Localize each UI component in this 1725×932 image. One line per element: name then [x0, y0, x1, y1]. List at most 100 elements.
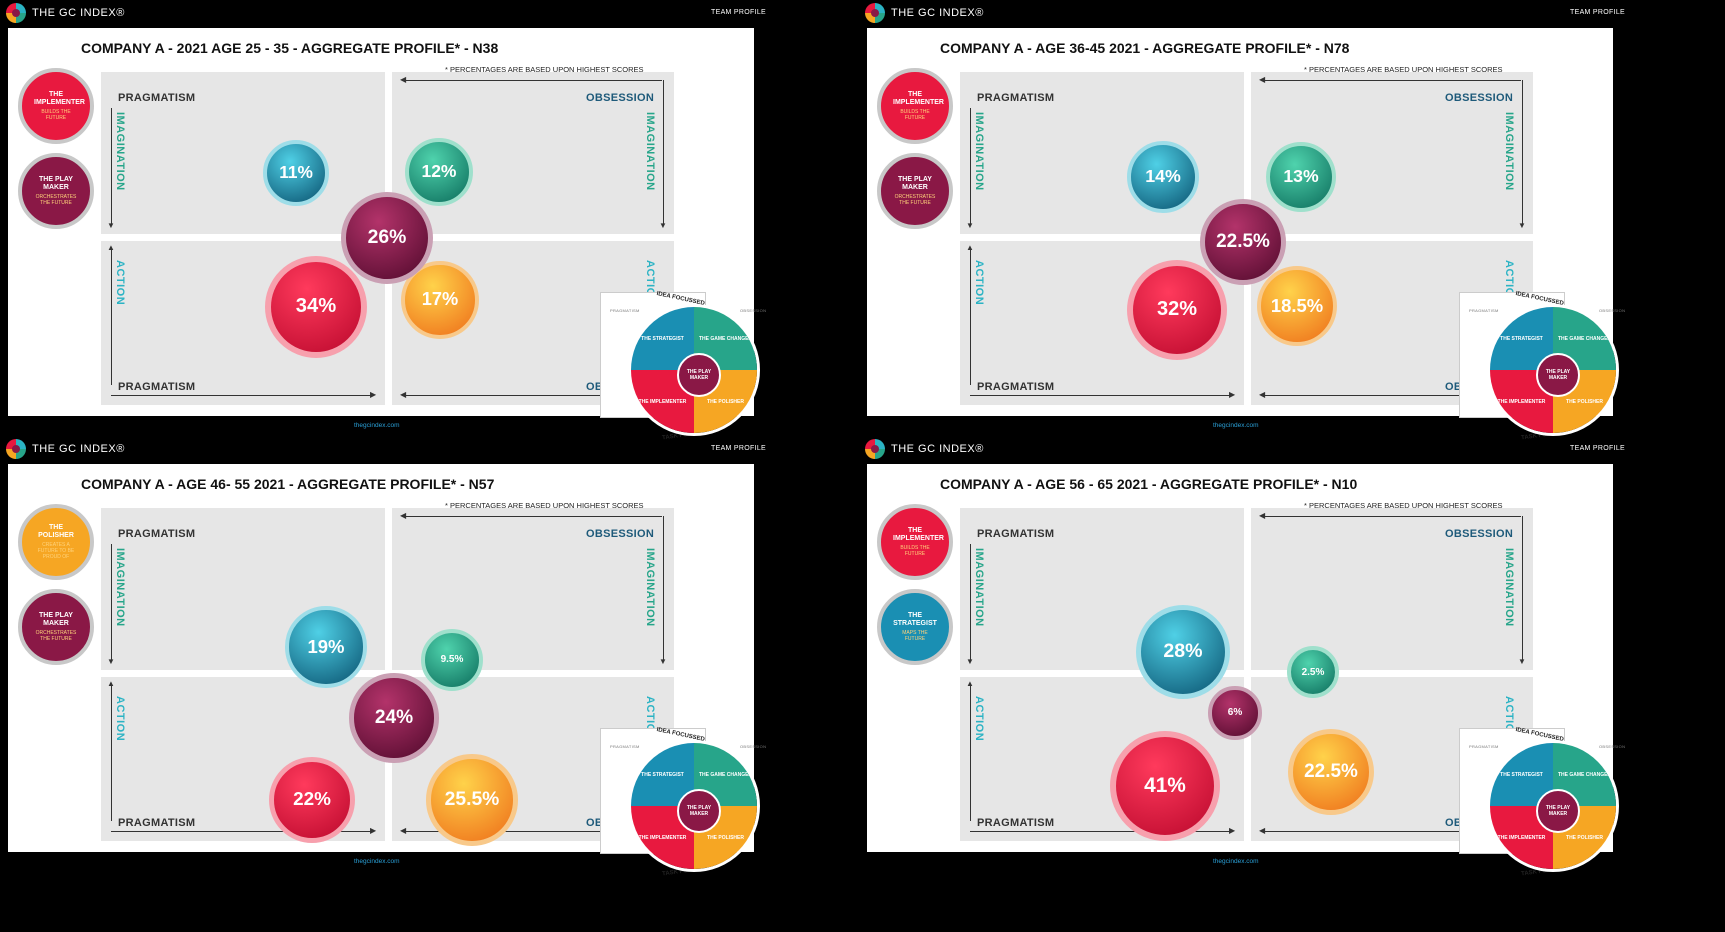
profile-slide-1: THE GC INDEX® TEAM PROFILE COMPANY A - 2…: [6, 0, 766, 442]
arrow-up-icon: ▲: [107, 243, 115, 252]
footer-url[interactable]: thegcindex.com: [354, 858, 400, 865]
gc-wheel: THE STRATEGIST THE GAME CHANGER THE IMPL…: [628, 740, 760, 872]
wheel-polisher-label: THE POLISHER: [1566, 834, 1603, 841]
footer-url[interactable]: thegcindex.com: [1213, 422, 1259, 429]
gc-index-logo-icon: [865, 439, 885, 459]
profile-slide-3: THE GC INDEX® TEAM PROFILE COMPANY A - A…: [6, 436, 766, 878]
bubble-playmaker: 24%: [349, 673, 439, 763]
arrow-right-icon: ▶: [1229, 826, 1236, 835]
footer-url[interactable]: thegcindex.com: [1213, 858, 1259, 865]
gc-wheel: THE STRATEGIST THE GAME CHANGER THE IMPL…: [628, 304, 760, 436]
arrow-down-icon: ▼: [659, 221, 667, 230]
bubble-gamechanger: 12%: [404, 137, 474, 207]
wheel-center-playmaker: THE PLAY MAKER: [1536, 789, 1580, 833]
label-pragmatism-bottom: PRAGMATISM: [977, 817, 1055, 829]
bubble-polisher: 22.5%: [1287, 728, 1375, 816]
team-profile-label: TEAM PROFILE: [1570, 445, 1625, 452]
legend-name: THE IMPLEMENTER: [893, 91, 944, 106]
wheel-strategist-label: THE STRATEGIST: [641, 335, 684, 342]
bubble-strategist: 28%: [1135, 604, 1231, 700]
wheel-polisher-label: THE POLISHER: [707, 834, 744, 841]
legend-circle-1: THE IMPLEMENTER BUILDS THE FUTURE: [877, 68, 953, 144]
label-pragmatism-top: PRAGMATISM: [118, 528, 196, 540]
gc-wheel-graphic: IDEA FOCUSSED TASK FOCUSSED PRAGMATISM O…: [1459, 291, 1625, 442]
bubble-polisher: 25.5%: [426, 754, 518, 846]
legend-name: THE POLISHER: [38, 524, 74, 539]
bubble-gamechanger: 9.5%: [420, 628, 484, 692]
bubble-polisher: 18.5%: [1256, 265, 1338, 347]
legend-name: THE PLAY MAKER: [898, 176, 932, 191]
axis-line-bottom-right: [1265, 831, 1521, 832]
bubble-strategist: 11%: [262, 139, 330, 207]
wheel-gamechanger-label: THE GAME CHANGER: [1557, 771, 1612, 778]
gc-wheel-graphic: IDEA FOCUSSED TASK FOCUSSED PRAGMATISM O…: [600, 291, 766, 442]
wheel-strategist-label: THE STRATEGIST: [1500, 771, 1543, 778]
gc-index-logo: THE GC INDEX®: [6, 438, 125, 460]
axis-line-top-right: [1265, 516, 1521, 517]
team-profile-label: TEAM PROFILE: [1570, 9, 1625, 16]
percentage-note: * PERCENTAGES ARE BASED UPON HIGHEST SCO…: [445, 65, 644, 74]
wheel-playmaker-label: THE PLAY MAKER: [1545, 805, 1571, 817]
wheel-polisher-label: THE POLISHER: [1566, 398, 1603, 405]
axis-line-left-bottom: [970, 686, 971, 821]
arrow-left-icon: ◀: [1259, 511, 1266, 520]
wheel-label-pragmatism: PRAGMATISM: [1469, 744, 1499, 749]
team-profile-label: TEAM PROFILE: [711, 445, 766, 452]
label-imagination-left: IMAGINATION: [114, 112, 126, 191]
legend-tagline: CREATES A FUTURE TO BE PROUD OF: [37, 542, 75, 560]
label-imagination-right: IMAGINATION: [1503, 112, 1515, 191]
label-obsession-top: OBSESSION: [1445, 528, 1514, 540]
logo-text: THE GC INDEX®: [32, 7, 125, 19]
footer-url[interactable]: thegcindex.com: [354, 422, 400, 429]
label-obsession-top: OBSESSION: [586, 528, 655, 540]
arrow-left-icon: ◀: [400, 390, 407, 399]
label-obsession-top: OBSESSION: [1445, 92, 1514, 104]
axis-line-bottom-right: [1265, 395, 1521, 396]
wheel-center-playmaker: THE PLAY MAKER: [677, 353, 721, 397]
wheel-implementer-label: THE IMPLEMENTER: [1497, 834, 1546, 841]
bubble-playmaker: 22.5%: [1199, 198, 1287, 286]
percentage-note: * PERCENTAGES ARE BASED UPON HIGHEST SCO…: [445, 501, 644, 510]
label-action-left: ACTION: [114, 260, 126, 306]
axis-line-left-top: [970, 108, 971, 226]
team-profile-label: TEAM PROFILE: [711, 9, 766, 16]
label-pragmatism-bottom: PRAGMATISM: [118, 381, 196, 393]
arrow-down-icon: ▼: [966, 657, 974, 666]
logo-text: THE GC INDEX®: [891, 7, 984, 19]
legend-name: THE PLAY MAKER: [39, 176, 73, 191]
legend-tagline: ORCHESTRATES THE FUTURE: [894, 194, 936, 206]
bubble-implementer: 41%: [1109, 730, 1221, 842]
axis-line-left-top: [111, 108, 112, 226]
bubble-gamechanger: 13%: [1265, 141, 1337, 213]
arrow-left-icon: ◀: [1259, 826, 1266, 835]
wheel-implementer-label: THE IMPLEMENTER: [638, 834, 687, 841]
wheel-gamechanger-label: THE GAME CHANGER: [1557, 335, 1612, 342]
axis-line-left-top: [111, 544, 112, 662]
legend-name: THE PLAY MAKER: [39, 612, 73, 627]
axis-line-bottom-right: [406, 831, 662, 832]
percentage-note: * PERCENTAGES ARE BASED UPON HIGHEST SCO…: [1304, 501, 1503, 510]
wheel-center-playmaker: THE PLAY MAKER: [677, 789, 721, 833]
label-pragmatism-top: PRAGMATISM: [977, 92, 1055, 104]
legend-circle-1: THE IMPLEMENTER BUILDS THE FUTURE: [877, 504, 953, 580]
legend-circle-1: THE POLISHER CREATES A FUTURE TO BE PROU…: [18, 504, 94, 580]
axis-line-top-right: [1265, 80, 1521, 81]
bubble-implementer: 22%: [268, 756, 355, 843]
gc-index-logo: THE GC INDEX®: [6, 2, 125, 24]
arrow-left-icon: ◀: [400, 826, 407, 835]
label-obsession-top: OBSESSION: [586, 92, 655, 104]
legend-tagline: ORCHESTRATES THE FUTURE: [35, 630, 77, 642]
bubble-strategist: 19%: [285, 606, 367, 688]
slide-title: COMPANY A - AGE 46- 55 2021 - AGGREGATE …: [81, 476, 495, 492]
legend-circle-2: THE PLAY MAKER ORCHESTRATES THE FUTURE: [877, 153, 953, 229]
wheel-polisher-label: THE POLISHER: [707, 398, 744, 405]
legend-circle-2: THE STRATEGIST MAPS THE FUTURE: [877, 589, 953, 665]
wheel-playmaker-label: THE PLAY MAKER: [1545, 369, 1571, 381]
axis-line-left-bottom: [111, 686, 112, 821]
wheel-label-pragmatism: PRAGMATISM: [610, 308, 640, 313]
wheel-playmaker-label: THE PLAY MAKER: [686, 369, 712, 381]
bubble-gamechanger: 2.5%: [1287, 646, 1339, 698]
bubble-playmaker: 26%: [341, 192, 433, 284]
label-imagination-left: IMAGINATION: [973, 548, 985, 627]
legend-circle-2: THE PLAY MAKER ORCHESTRATES THE FUTURE: [18, 589, 94, 665]
